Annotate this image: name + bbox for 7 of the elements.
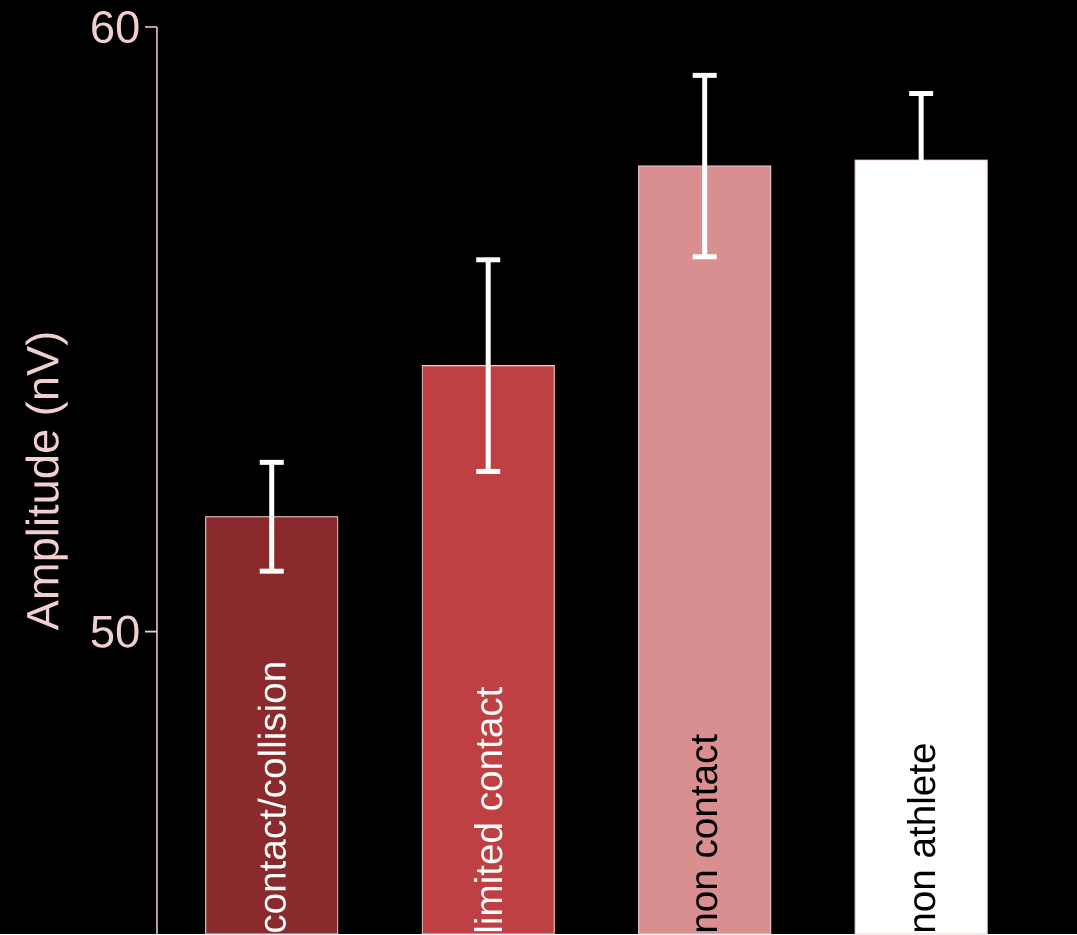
x-tick-label: limited contact — [474, 687, 503, 932]
x-tick-label: non athlete — [906, 744, 936, 932]
y-tick-label: 50 — [91, 615, 139, 648]
x-tick-label: contact/collision — [257, 663, 286, 933]
x-tick-label: non contact — [692, 734, 718, 932]
y-tick-label: 60 — [92, 11, 139, 44]
y-axis-title: Amplitude (nV) — [25, 333, 68, 631]
